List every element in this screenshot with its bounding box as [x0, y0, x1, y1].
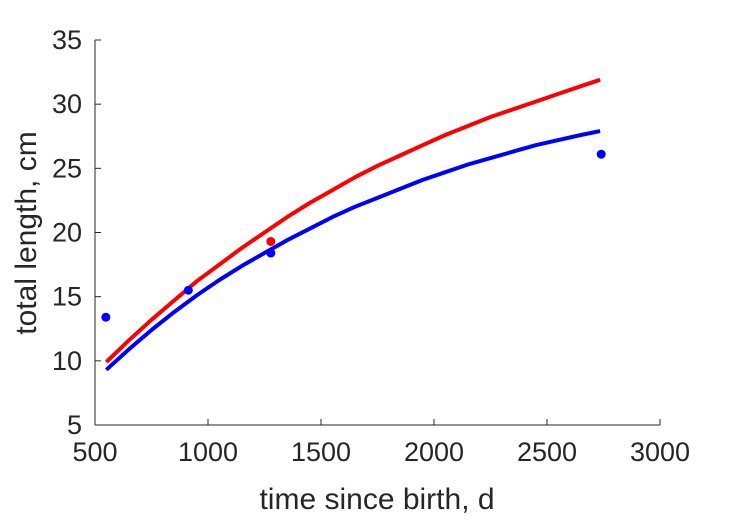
- y-tick-label: 10: [52, 346, 82, 376]
- tick-labels: 500 1000 1500 2000 2500 3000 5 10 15 20 25 30 35: [52, 25, 690, 467]
- y-axis-title: total length, cm: [10, 131, 43, 334]
- data-point: [101, 312, 111, 322]
- x-axis-title: time since birth, d: [259, 483, 494, 516]
- axes: [94, 39, 661, 426]
- x-tick-label: 500: [72, 437, 117, 467]
- x-tick-label: 1500: [291, 437, 351, 467]
- data-point: [596, 149, 606, 159]
- y-tick-label: 15: [52, 282, 82, 312]
- y-tick-label: 5: [67, 410, 82, 440]
- series-line-0: [104, 77, 601, 364]
- x-tick-label: 2000: [404, 437, 464, 467]
- series-line-1: [104, 129, 601, 372]
- x-tick-label: 1000: [178, 437, 238, 467]
- data-point: [266, 248, 276, 258]
- y-tick-label: 25: [52, 153, 82, 183]
- x-tick-label: 3000: [630, 437, 690, 467]
- x-tick-label: 2500: [517, 437, 577, 467]
- plot-area: [101, 77, 606, 372]
- data-point: [266, 236, 276, 246]
- y-tick-label: 20: [52, 218, 82, 248]
- y-tick-label: 30: [52, 89, 82, 119]
- y-tick-label: 35: [52, 25, 82, 55]
- data-point: [183, 285, 193, 295]
